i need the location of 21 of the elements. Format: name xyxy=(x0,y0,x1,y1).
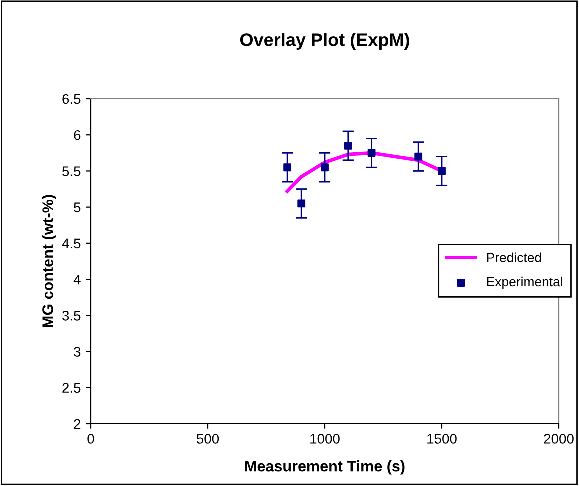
x-tick-label: 1000 xyxy=(310,434,340,444)
y-tick-label: 2 xyxy=(74,419,81,430)
y-tick-label: 4.5 xyxy=(62,238,81,249)
y-axis-title: MG content (wt-%) xyxy=(42,195,56,328)
x-tick-label: 0 xyxy=(88,434,94,444)
y-tick-label: 2.5 xyxy=(62,383,81,394)
x-tick-label: 2000 xyxy=(544,434,574,444)
y-tick-label: 6.5 xyxy=(62,94,81,104)
legend-label: Predicted xyxy=(487,252,542,262)
y-tick-label: 4 xyxy=(74,275,81,285)
y-tick-label: 6 xyxy=(74,130,81,140)
x-axis-title: Measurement Time (s) xyxy=(246,460,405,475)
x-tick-label: 1500 xyxy=(428,434,457,444)
legend-label: Experimental xyxy=(487,276,562,290)
point xyxy=(321,164,329,172)
x-tick-label: 500 xyxy=(196,434,220,444)
y-tick-label: 5.5 xyxy=(62,166,81,176)
y-tick-label: 5 xyxy=(74,202,81,213)
chart-title: Overlay Plot (ExpM) xyxy=(240,33,410,50)
y-tick-label: 3 xyxy=(74,347,81,357)
y-tick-label: 3.5 xyxy=(62,311,81,321)
